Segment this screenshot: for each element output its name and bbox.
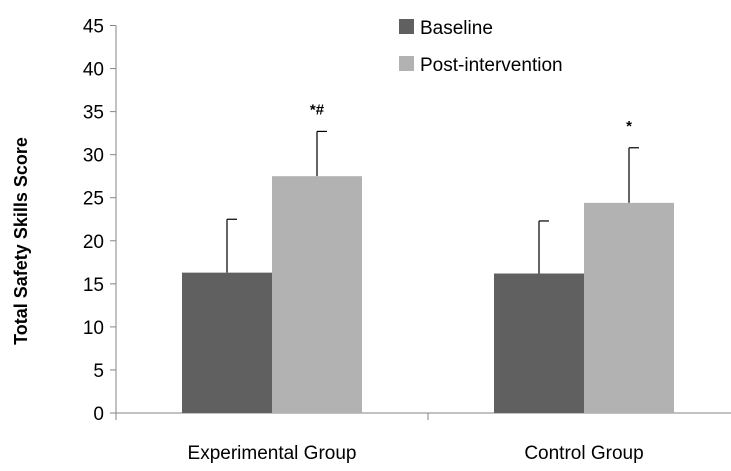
- y-tick-label: 40: [83, 60, 104, 81]
- bar: [272, 176, 362, 413]
- category-label: Control Group: [524, 443, 643, 464]
- y-tick-label: 5: [93, 361, 104, 382]
- legend-label: Baseline: [420, 18, 493, 39]
- y-tick-label: 15: [83, 275, 104, 296]
- y-tick-label: 10: [83, 318, 104, 339]
- x-axis: Experimental Group Control Group: [115, 412, 731, 464]
- y-tick-label: 35: [83, 103, 104, 124]
- bars: [182, 176, 674, 413]
- significance-labels: *# *: [310, 101, 632, 134]
- legend-swatch: [399, 19, 414, 34]
- significance-label: *#: [310, 101, 325, 118]
- category-label: Experimental Group: [188, 443, 357, 464]
- error-bars: [226, 130, 639, 274]
- significance-label: *: [626, 118, 632, 135]
- y-tick-label: 25: [83, 189, 104, 210]
- bar: [494, 273, 584, 413]
- bar: [182, 272, 272, 413]
- y-tick-label: 0: [93, 404, 104, 425]
- y-tick-label: 30: [83, 146, 104, 167]
- bar: [584, 202, 674, 413]
- y-axis-title: Total Safety Skills Score: [11, 137, 31, 345]
- legend-label: Post-intervention: [420, 55, 563, 76]
- legend-swatch: [399, 56, 414, 71]
- y-axis: 0 5 10 15 20 25 30 35 40 45: [83, 17, 117, 425]
- legend: Baseline Post-intervention: [399, 18, 563, 76]
- y-tick-label: 45: [83, 17, 104, 38]
- y-tick-label: 20: [83, 232, 104, 253]
